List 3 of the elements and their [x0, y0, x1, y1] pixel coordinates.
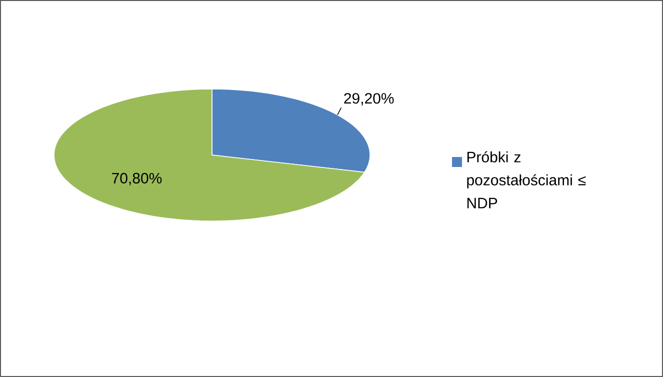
data-label: 70,80% [112, 172, 162, 186]
legend-label: Próbki z pozostałościami ≤ NDP [467, 151, 586, 208]
data-label: 29,20% [344, 93, 394, 106]
